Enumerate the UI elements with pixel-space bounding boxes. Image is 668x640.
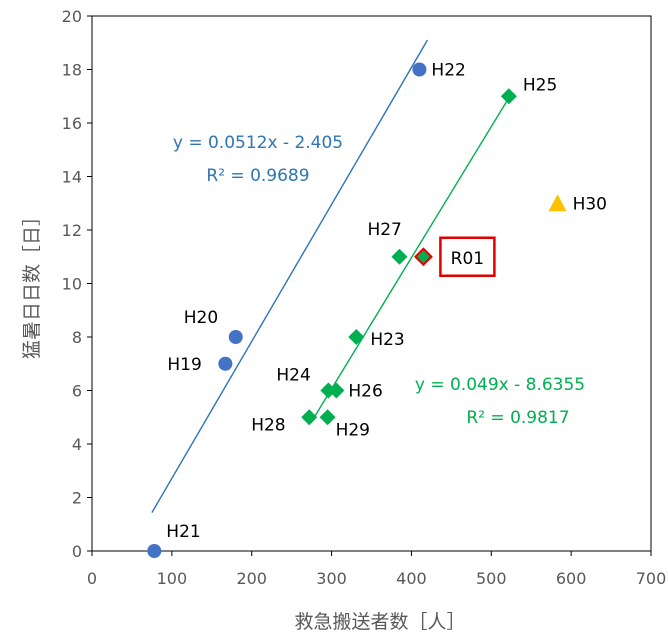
x-tick-label: 300 — [316, 569, 347, 588]
y-axis-title: 猛暑日日数［日］ — [21, 207, 43, 359]
trendline-r2-2: R² = 0.9817 — [466, 408, 569, 428]
trendline-2 — [310, 93, 512, 424]
y-tick-label: 12 — [62, 221, 82, 240]
y-tick-label: 18 — [62, 61, 82, 80]
y-tick-label: 4 — [72, 435, 82, 454]
y-tick-label: 10 — [62, 275, 82, 294]
y-tick-label: 8 — [72, 328, 82, 347]
data-point-h28 — [301, 409, 318, 426]
y-tick-label: 14 — [62, 168, 82, 187]
point-label-h26: H26 — [348, 382, 382, 402]
data-point-h26 — [328, 382, 345, 399]
y-tick-label: 20 — [62, 7, 82, 26]
point-label-h30: H30 — [573, 194, 607, 214]
x-tick-label: 400 — [396, 569, 427, 588]
trendline-equation-1: y = 0.0512x - 2.405 — [173, 133, 343, 153]
point-label-h25: H25 — [523, 75, 557, 95]
data-point-h30 — [548, 194, 567, 212]
x-tick-label: 200 — [236, 569, 267, 588]
point-label-h24: H24 — [276, 366, 310, 386]
trendline-r2-1: R² = 0.9689 — [206, 166, 309, 186]
data-point-h20 — [228, 330, 243, 344]
point-label-h22: H22 — [431, 61, 465, 81]
annotations: y = 0.0512x - 2.405 R² = 0.9689 y = 0.049x… — [173, 133, 585, 428]
x-tick-label: 0 — [87, 569, 97, 588]
y-tick-label: 2 — [72, 489, 82, 508]
x-tick-label: 100 — [157, 569, 188, 588]
data-point-h22 — [412, 62, 427, 77]
trendline-equation-2: y = 0.049x - 8.6355 — [415, 375, 585, 395]
point-label-h19: H19 — [167, 355, 201, 375]
data-points — [147, 62, 567, 558]
y-tick-label: 16 — [62, 114, 82, 133]
x-tick-label: 500 — [476, 569, 507, 588]
point-label-h28: H28 — [251, 415, 285, 435]
y-tick-label: 6 — [72, 382, 82, 401]
point-label-h20: H20 — [184, 308, 218, 328]
y-tick-label: 0 — [72, 542, 82, 561]
trendline-1 — [151, 39, 429, 513]
point-labels: H19 H20 H21 H22 H23 H24 H25 H26 H27 H28 H29 R01 H30 — [166, 61, 607, 543]
data-point-h25 — [500, 88, 517, 105]
point-label-h23: H23 — [370, 330, 404, 350]
point-label-r01: R01 — [451, 249, 484, 269]
point-label-h21: H21 — [166, 522, 200, 542]
x-tick-label: 600 — [556, 569, 587, 588]
point-label-h27: H27 — [367, 220, 401, 240]
x-axis-title: 救急搬送者数［人］ — [294, 611, 465, 633]
axes — [87, 15, 652, 556]
point-label-h29: H29 — [336, 420, 370, 440]
data-point-h29 — [319, 409, 336, 426]
data-point-h27 — [391, 248, 408, 265]
tick-labels: 0 100 200 300 400 500 600 700 0 2 4 6 8 10 12 14 16 18 20 — [62, 7, 667, 588]
x-tick-label: 700 — [636, 569, 667, 588]
highlight-box — [439, 236, 496, 277]
data-point-h19 — [218, 356, 233, 371]
trendlines — [151, 39, 512, 513]
data-point-r01 — [413, 247, 433, 267]
data-point-h23 — [348, 329, 365, 345]
data-point-h21 — [147, 544, 162, 558]
